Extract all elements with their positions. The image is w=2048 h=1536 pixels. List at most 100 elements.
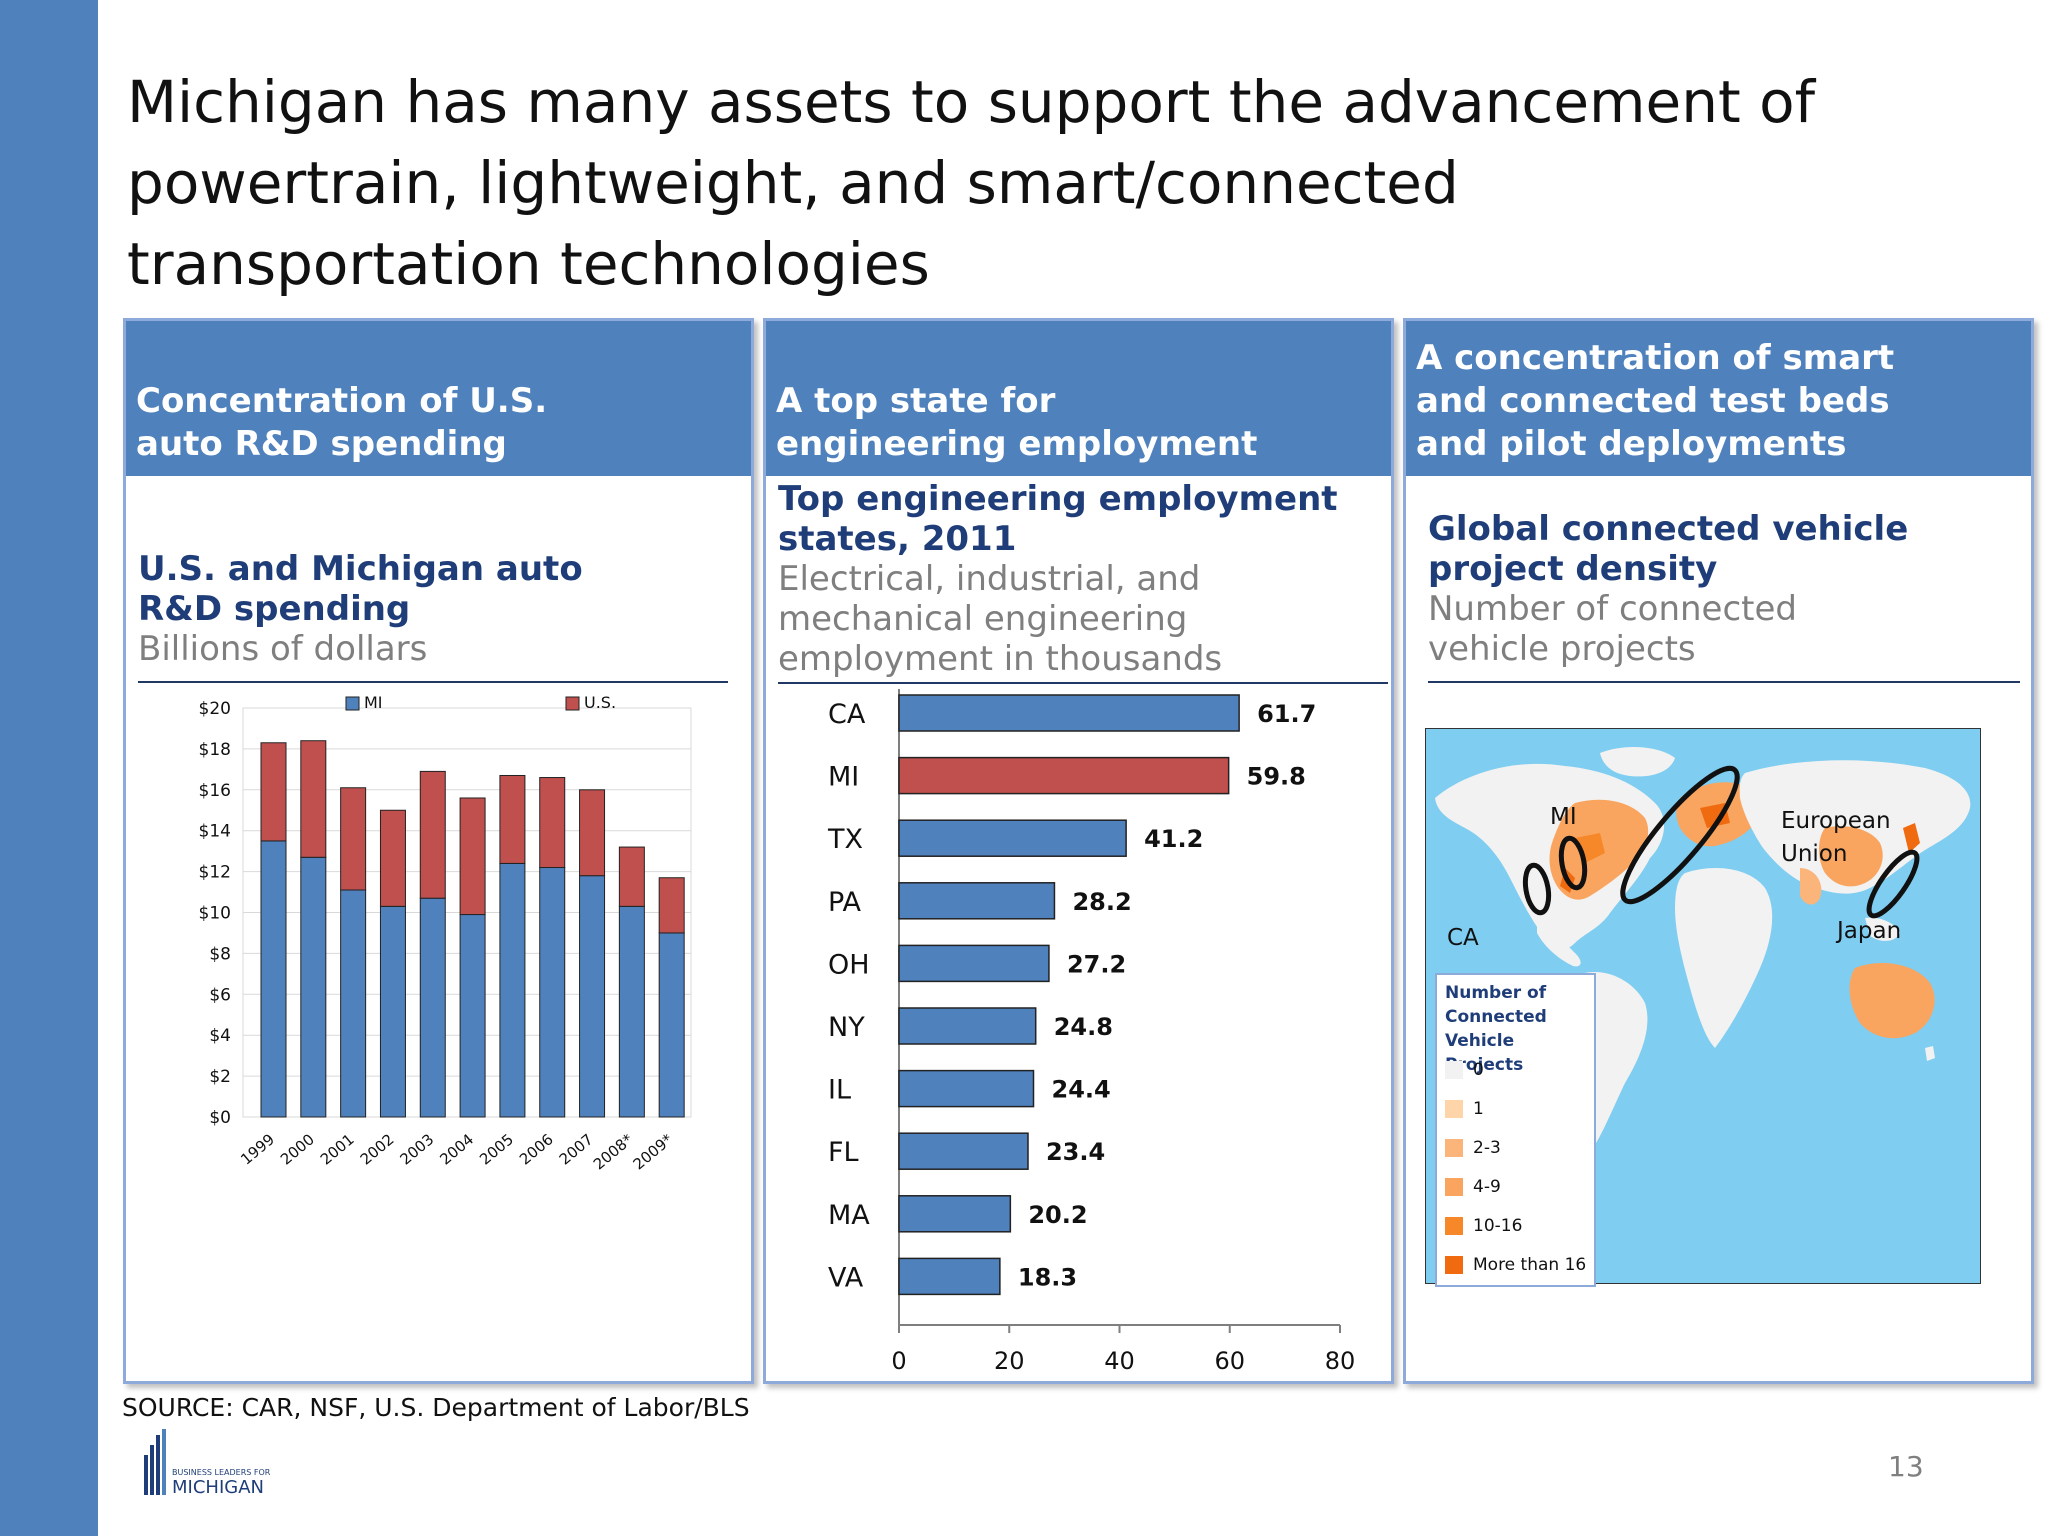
bar-us (579, 789, 606, 877)
source-note: SOURCE: CAR, NSF, U.S. Department of Lab… (122, 1393, 750, 1422)
title-line: Michigan has many assets to support the … (127, 68, 1816, 136)
panel-header-line: auto R&D spending (136, 424, 507, 464)
y-tick-label: $4 (209, 1026, 231, 1046)
subtitle-units: Billions of dollars (138, 629, 428, 669)
legend-swatch (1445, 1061, 1463, 1079)
bar-us (340, 787, 367, 891)
data-label: 18.3 (1018, 1263, 1077, 1291)
x-tick-label: 2004 (436, 1130, 477, 1168)
legend-title-line: Connected (1445, 1007, 1547, 1027)
bar-us (499, 774, 526, 864)
rd-spending-chart: $0 $2 $4 $6 $8 $10 $12 $14 $16 $18 $20 199920002001… (199, 696, 692, 1173)
legend-title-line: Number of (1445, 983, 1547, 1003)
legend-swatch (1445, 1178, 1463, 1196)
data-label: 41.2 (1144, 825, 1203, 853)
subtitle-bold: Top engineering employment (778, 479, 1338, 519)
subtitle-units: mechanical engineering (778, 599, 1188, 639)
category-label: FL (828, 1137, 859, 1168)
panel-header-line: Concentration of U.S. (136, 381, 548, 421)
australia-projects-region (1849, 963, 1935, 1039)
logo-line2: MICHIGAN (172, 1477, 264, 1497)
bar-us (539, 777, 566, 869)
bar-ca (898, 694, 1240, 732)
x-tick-label: 2009* (630, 1130, 677, 1173)
legend-item: 10-16 (1445, 1215, 1522, 1237)
y-tick-label: $8 (209, 944, 231, 964)
japan-highlight-ellipse (1866, 849, 1920, 919)
panel-rd-spending: Concentration of U.S. auto R&D spending … (123, 318, 754, 1384)
x-tick-label: 2007 (556, 1130, 597, 1168)
legend-swatch (345, 696, 360, 711)
bar-us (459, 797, 486, 916)
data-label: 20.2 (1028, 1201, 1087, 1229)
bar-pa (898, 882, 1056, 920)
category-label: MA (828, 1200, 870, 1231)
panel-header-line: and connected test beds (1416, 381, 1890, 421)
central-america-landmass (1537, 923, 1581, 967)
legend-item: 2-3 (1445, 1137, 1501, 1159)
logo-line1: BUSINESS LEADERS FOR (172, 1468, 271, 1477)
data-label: 59.8 (1247, 763, 1306, 791)
bar-mi (618, 905, 645, 1118)
x-tick-label: 80 (1325, 1347, 1356, 1375)
map-legend: Number of Connected Vehicle Projects 0 1… (1435, 973, 1596, 1287)
y-tick-label: $18 (199, 740, 231, 760)
map-label-mi: MI (1550, 804, 1577, 830)
subtitle-bold: Global connected vehicle (1428, 509, 1909, 549)
category-label: CA (828, 699, 866, 730)
data-label: 24.4 (1052, 1076, 1111, 1104)
bar-us (419, 770, 446, 899)
map-label-japan: Japan (1835, 918, 1901, 944)
legend-title: Number of Connected Vehicle Projects (1445, 981, 1595, 1077)
chart-subtitle: Top engineering employment states, 2011 … (778, 479, 1338, 679)
data-label: 61.7 (1257, 700, 1316, 728)
bar-tx (898, 819, 1127, 857)
x-tick-label: 2003 (397, 1130, 438, 1168)
x-tick-label: 1999 (237, 1130, 278, 1168)
bar-mi (539, 867, 566, 1118)
bar-il (898, 1069, 1035, 1108)
subtitle-units: Number of connected (1428, 589, 1798, 629)
india-projects-region (1800, 868, 1822, 905)
y-tick-label: $2 (209, 1067, 231, 1087)
x-tick-label: 20 (994, 1347, 1025, 1375)
title-line: transportation technologies (127, 230, 930, 298)
x-tick-label: 2008* (590, 1130, 637, 1173)
x-tick-label: 40 (1104, 1347, 1135, 1375)
x-tick-label: 2001 (317, 1130, 358, 1168)
data-label: 27.2 (1067, 950, 1126, 978)
subtitle-bold: states, 2011 (778, 519, 1017, 559)
map-label-eu: European Union (1781, 808, 1898, 867)
chart-subtitle: U.S. and Michigan auto R&D spending Bill… (138, 549, 583, 669)
bar-mi (340, 889, 367, 1118)
y-tick-label: $14 (199, 822, 231, 842)
panel-header-line: and pilot deployments (1416, 424, 1847, 464)
panel-header: A top state for engineering employment (766, 321, 1391, 476)
legend-swatch (565, 696, 580, 711)
map-label-ca: CA (1447, 925, 1479, 951)
category-label: IL (828, 1075, 851, 1106)
subtitle-bold: project density (1428, 549, 1718, 589)
x-tick-label: 2000 (277, 1130, 318, 1168)
bar-us (300, 740, 327, 858)
legend-label: 4-9 (1473, 1177, 1501, 1197)
x-tick-label: 2005 (476, 1130, 517, 1168)
left-accent-bar (0, 0, 98, 1536)
subtitle-rule (138, 681, 728, 683)
legend-item: More than 16 (1445, 1254, 1586, 1276)
africa-landmass (1675, 868, 1773, 1048)
michigan-highlight-ellipse (1558, 835, 1588, 891)
legend-swatch (1445, 1256, 1463, 1274)
map-subtitle: Global connected vehicle project density… (1428, 509, 1908, 669)
bar-ma (898, 1195, 1012, 1233)
california-highlight-ellipse (1522, 862, 1552, 916)
european-union-highlight-ellipse (1620, 765, 1740, 905)
bar-ny (898, 1007, 1037, 1045)
greenland-landmass (1600, 746, 1675, 777)
legend-label: 2-3 (1473, 1138, 1501, 1158)
subtitle-bold: R&D spending (138, 589, 411, 629)
subtitle-bold: U.S. and Michigan auto (138, 549, 583, 589)
legend-title-line: Vehicle Projects (1445, 1031, 1524, 1075)
slide-title: Michigan has many assets to support the … (127, 62, 1927, 305)
bar-us (618, 846, 645, 907)
